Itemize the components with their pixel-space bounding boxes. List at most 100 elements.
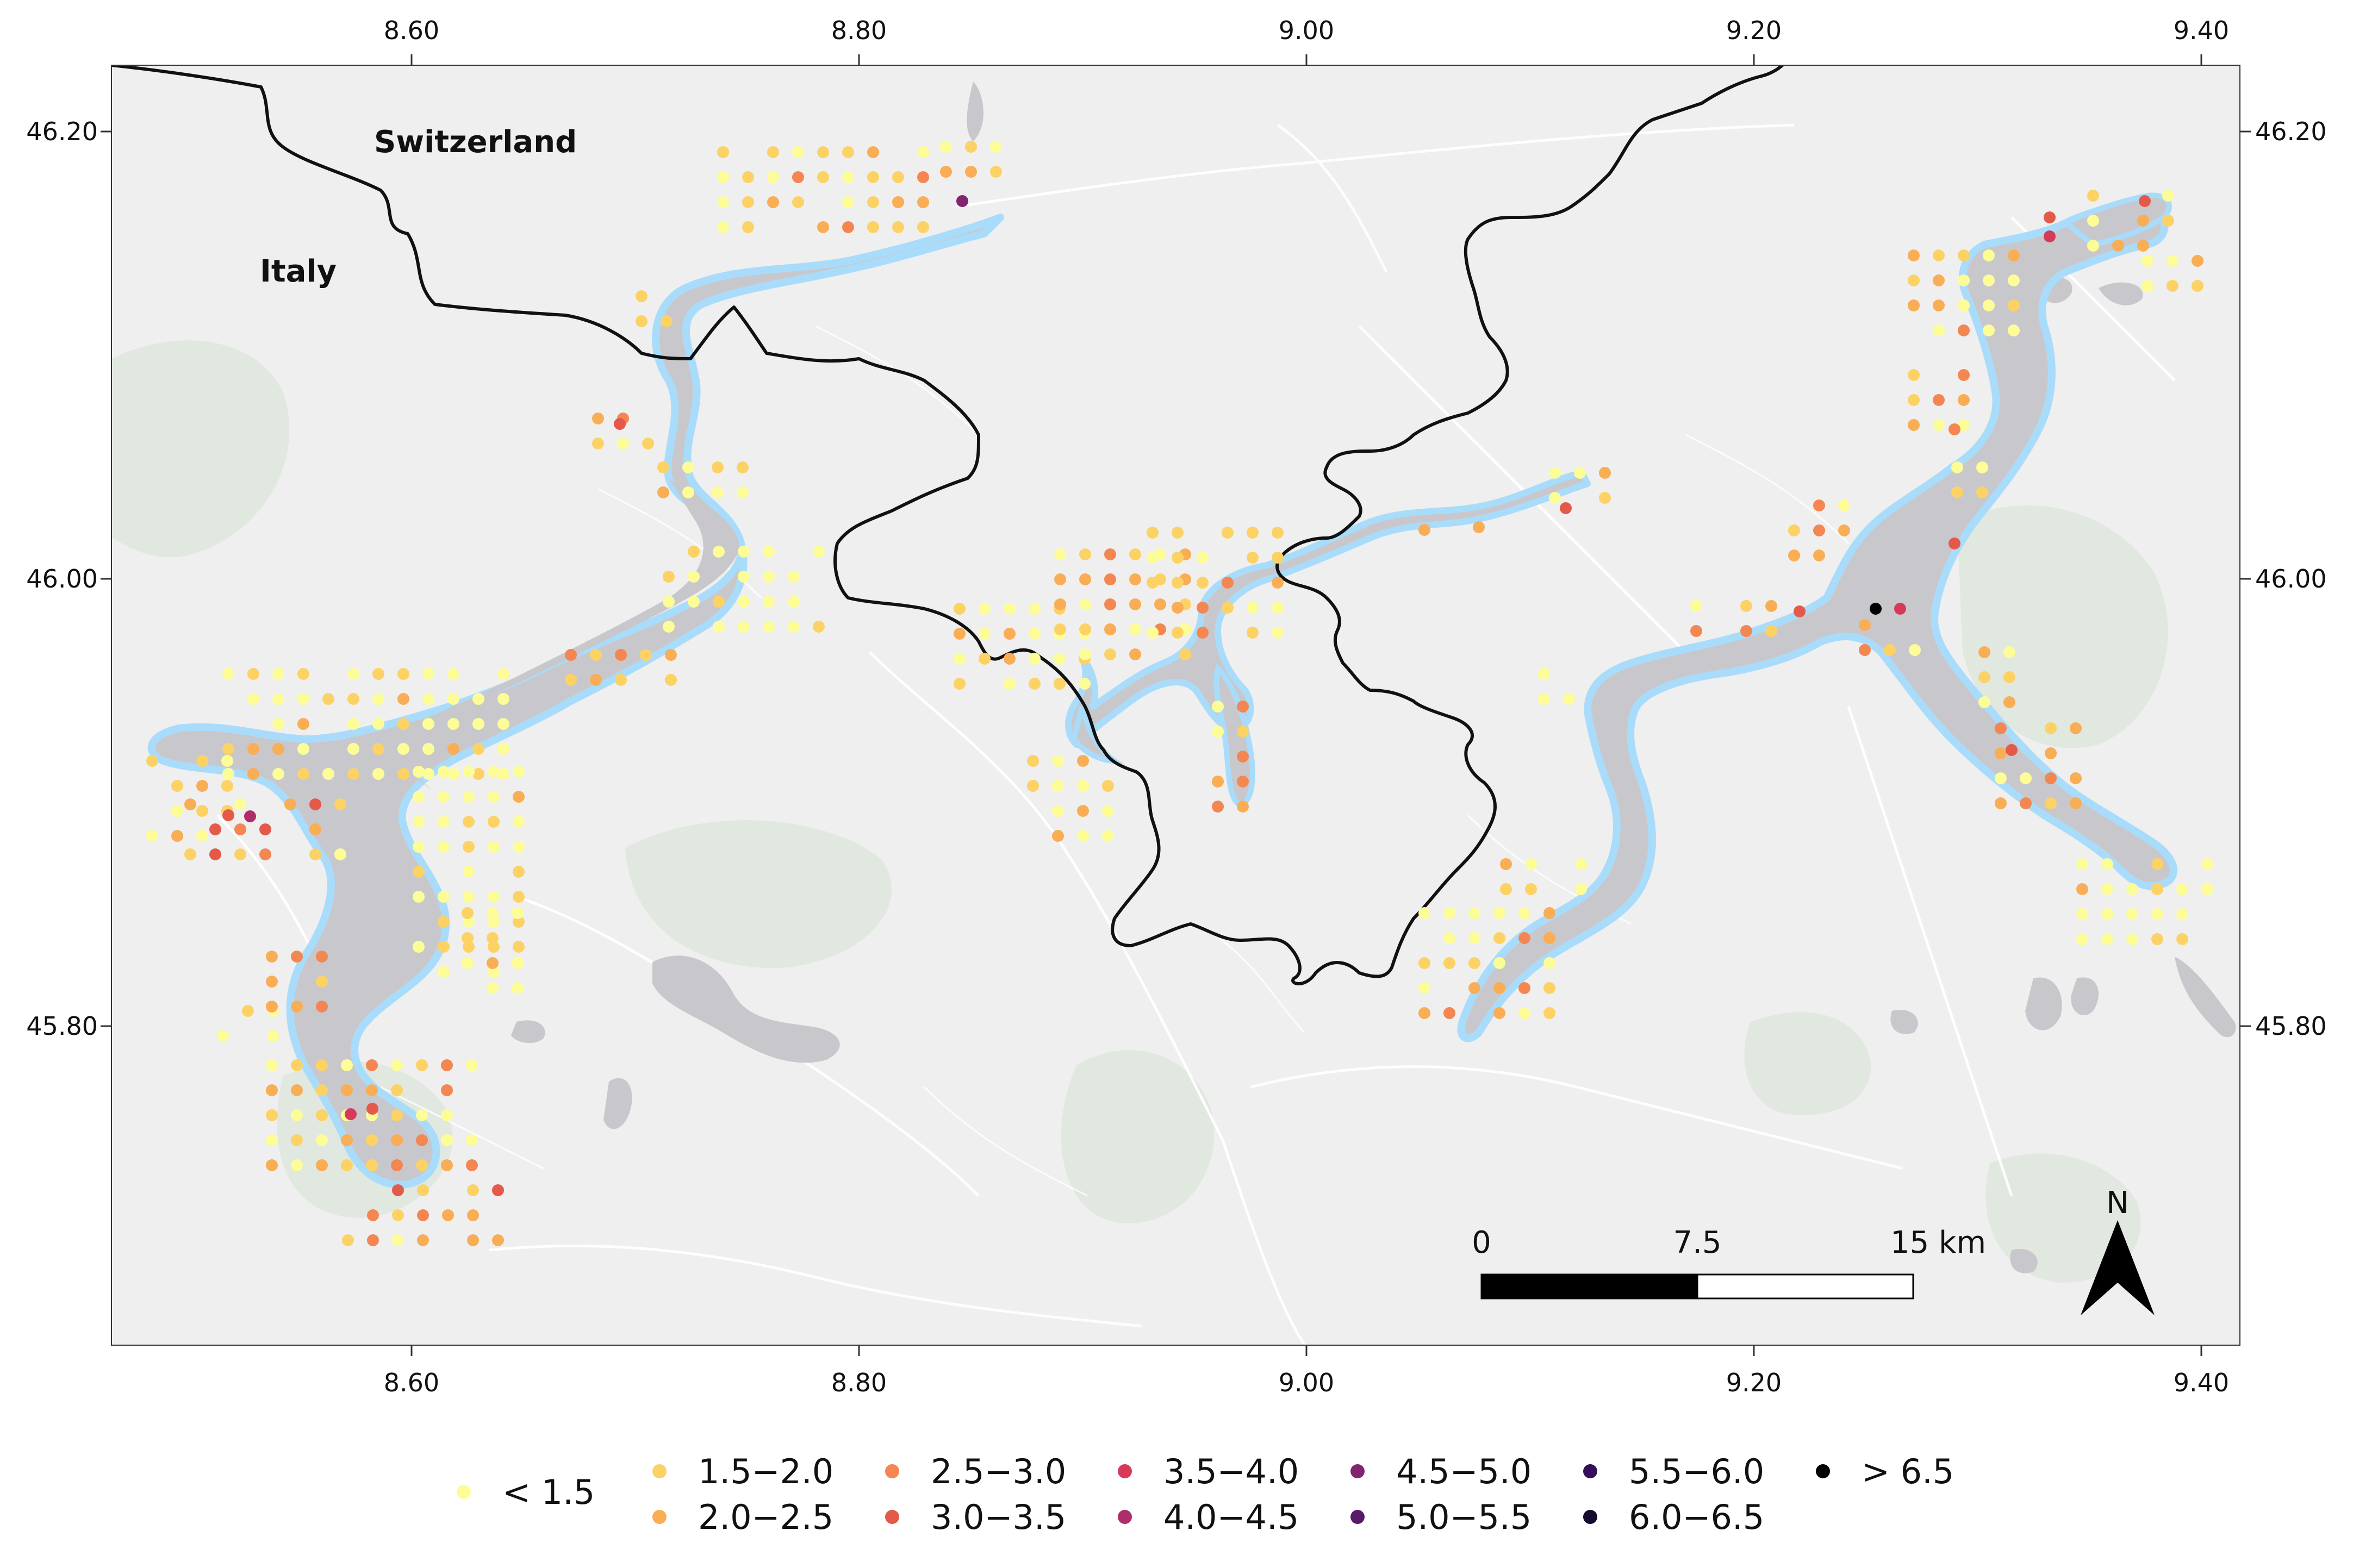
data-point — [391, 1134, 403, 1146]
bottom-tick-label: 9.00 — [1279, 1368, 1334, 1397]
right-tick-label: 45.80 — [2255, 1011, 2327, 1041]
data-point — [1077, 830, 1089, 842]
data-point — [472, 693, 484, 705]
data-point — [1983, 274, 1995, 286]
data-point — [196, 805, 208, 817]
data-point — [1172, 527, 1184, 539]
data-point — [512, 957, 524, 969]
data-point — [209, 823, 221, 835]
data-point — [1272, 602, 1284, 614]
data-point — [222, 768, 234, 780]
data-point — [316, 1084, 328, 1096]
data-point — [792, 146, 804, 158]
data-point — [1418, 1007, 1430, 1019]
data-point — [266, 1109, 278, 1121]
top-tick-label: 9.40 — [2174, 16, 2229, 45]
data-point — [2003, 671, 2015, 683]
data-point — [565, 649, 577, 661]
data-point — [1958, 274, 1970, 286]
data-point — [462, 957, 474, 969]
data-point — [291, 1134, 303, 1146]
data-point — [416, 1059, 428, 1071]
data-point — [1788, 524, 1800, 536]
data-point — [266, 1159, 278, 1171]
data-point — [1493, 907, 1505, 919]
data-point — [247, 668, 259, 680]
data-point — [316, 1134, 328, 1146]
data-point — [1102, 805, 1114, 817]
data-point — [867, 196, 879, 208]
data-point — [2008, 324, 2020, 336]
data-point — [763, 596, 775, 608]
data-point — [917, 221, 929, 233]
data-point — [1197, 577, 1209, 589]
data-point — [842, 146, 854, 158]
data-point — [1129, 573, 1141, 585]
data-point — [2087, 240, 2099, 252]
data-point — [512, 907, 524, 919]
data-point — [1518, 982, 1530, 994]
data-point — [1933, 394, 1945, 406]
data-point — [422, 693, 434, 705]
data-point — [441, 1109, 453, 1121]
legend-swatch — [1350, 1464, 1365, 1478]
data-point — [1543, 932, 1555, 944]
data-point — [2176, 908, 2188, 920]
data-point — [661, 315, 673, 327]
data-point — [1525, 883, 1537, 895]
data-point — [334, 848, 346, 860]
data-point — [146, 755, 158, 767]
data-point — [1052, 805, 1064, 817]
data-point — [422, 768, 434, 780]
data-point — [1272, 552, 1284, 564]
data-point — [2192, 280, 2203, 292]
data-point — [1933, 324, 1945, 336]
data-point — [1222, 577, 1234, 589]
data-point — [2008, 299, 2020, 311]
data-point — [463, 866, 475, 878]
data-point — [1102, 780, 1114, 792]
data-point — [1599, 492, 1611, 504]
top-axis: 8.60 8.80 9.00 9.20 9.40 — [384, 16, 2229, 65]
data-point — [1029, 628, 1041, 640]
data-point — [372, 693, 384, 705]
right-axis: 46.20 46.00 45.80 — [2240, 117, 2327, 1041]
data-point — [413, 766, 425, 778]
data-point — [488, 916, 500, 928]
data-point — [657, 461, 669, 473]
data-point — [2112, 240, 2124, 252]
data-point — [2101, 858, 2113, 870]
data-point — [397, 718, 409, 730]
legend-swatch — [1350, 1510, 1365, 1524]
data-point — [513, 916, 525, 928]
data-point — [413, 866, 425, 878]
data-point — [1468, 957, 1480, 969]
road-network — [216, 123, 2176, 1345]
data-point — [1147, 627, 1159, 639]
data-point — [954, 628, 966, 640]
data-point — [247, 768, 259, 780]
data-point — [2137, 215, 2149, 227]
data-point — [441, 1059, 453, 1071]
data-point — [297, 668, 309, 680]
data-point — [2126, 883, 2138, 895]
data-point — [441, 1084, 453, 1096]
legend-swatch — [885, 1464, 899, 1478]
data-point — [636, 290, 648, 302]
legend-swatch — [1118, 1510, 1132, 1524]
data-point — [892, 221, 904, 233]
data-point — [713, 621, 725, 633]
data-point — [1027, 780, 1039, 792]
data-point — [466, 1134, 478, 1146]
map-frame — [111, 65, 2240, 1346]
data-point — [222, 743, 234, 755]
data-point — [590, 674, 602, 686]
data-point — [497, 693, 509, 705]
data-point — [1978, 696, 1990, 708]
data-point — [463, 791, 475, 803]
data-point — [940, 141, 952, 153]
data-point — [738, 571, 750, 583]
data-point — [1104, 573, 1116, 585]
data-point — [1418, 957, 1430, 969]
data-point — [763, 546, 775, 558]
